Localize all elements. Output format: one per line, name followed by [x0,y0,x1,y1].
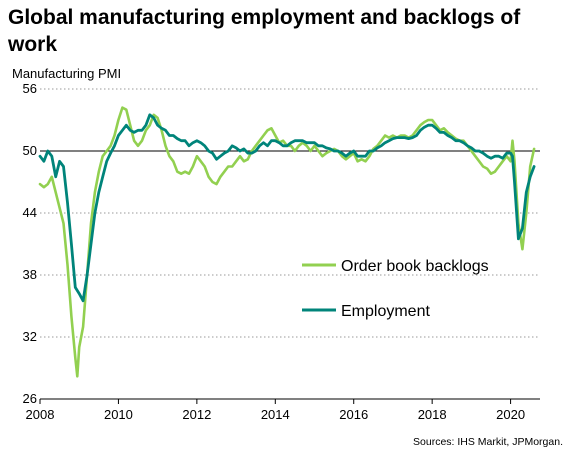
x-tick-label: 2020 [496,407,525,422]
y-tick-label: 44 [23,205,37,220]
x-tick-label: 2014 [261,407,290,422]
x-tick-label: 2018 [418,407,447,422]
legend-label: Order book backlogs [341,258,489,275]
legend: Order book backlogs Employment [302,258,489,320]
x-tick-label: 2016 [339,407,368,422]
x-tick-label: 2012 [182,407,211,422]
legend-label: Employment [341,303,430,320]
chart-title: Global manufacturing employment and back… [8,6,521,56]
x-tick-label: 2008 [26,407,55,422]
y-tick-label: 50 [23,143,37,158]
y-tick-label: 26 [23,391,37,406]
series-line-employment [38,113,536,303]
y-tick-label: 38 [23,267,37,282]
grid-lines [40,88,540,338]
source-note: Sources: IHS Markit, JPMorgan. [413,436,563,448]
series-lines [38,106,536,378]
y-tick-label: 32 [23,329,37,344]
x-tick-labels: 2008 2010 2012 2014 2016 2018 2020 [26,399,525,422]
y-tick-labels: 26 32 38 44 50 56 [23,81,37,406]
x-tick-label: 2010 [104,407,133,422]
y-tick-label: 56 [23,81,37,96]
y-axis-label: Manufacturing PMI [12,66,122,81]
